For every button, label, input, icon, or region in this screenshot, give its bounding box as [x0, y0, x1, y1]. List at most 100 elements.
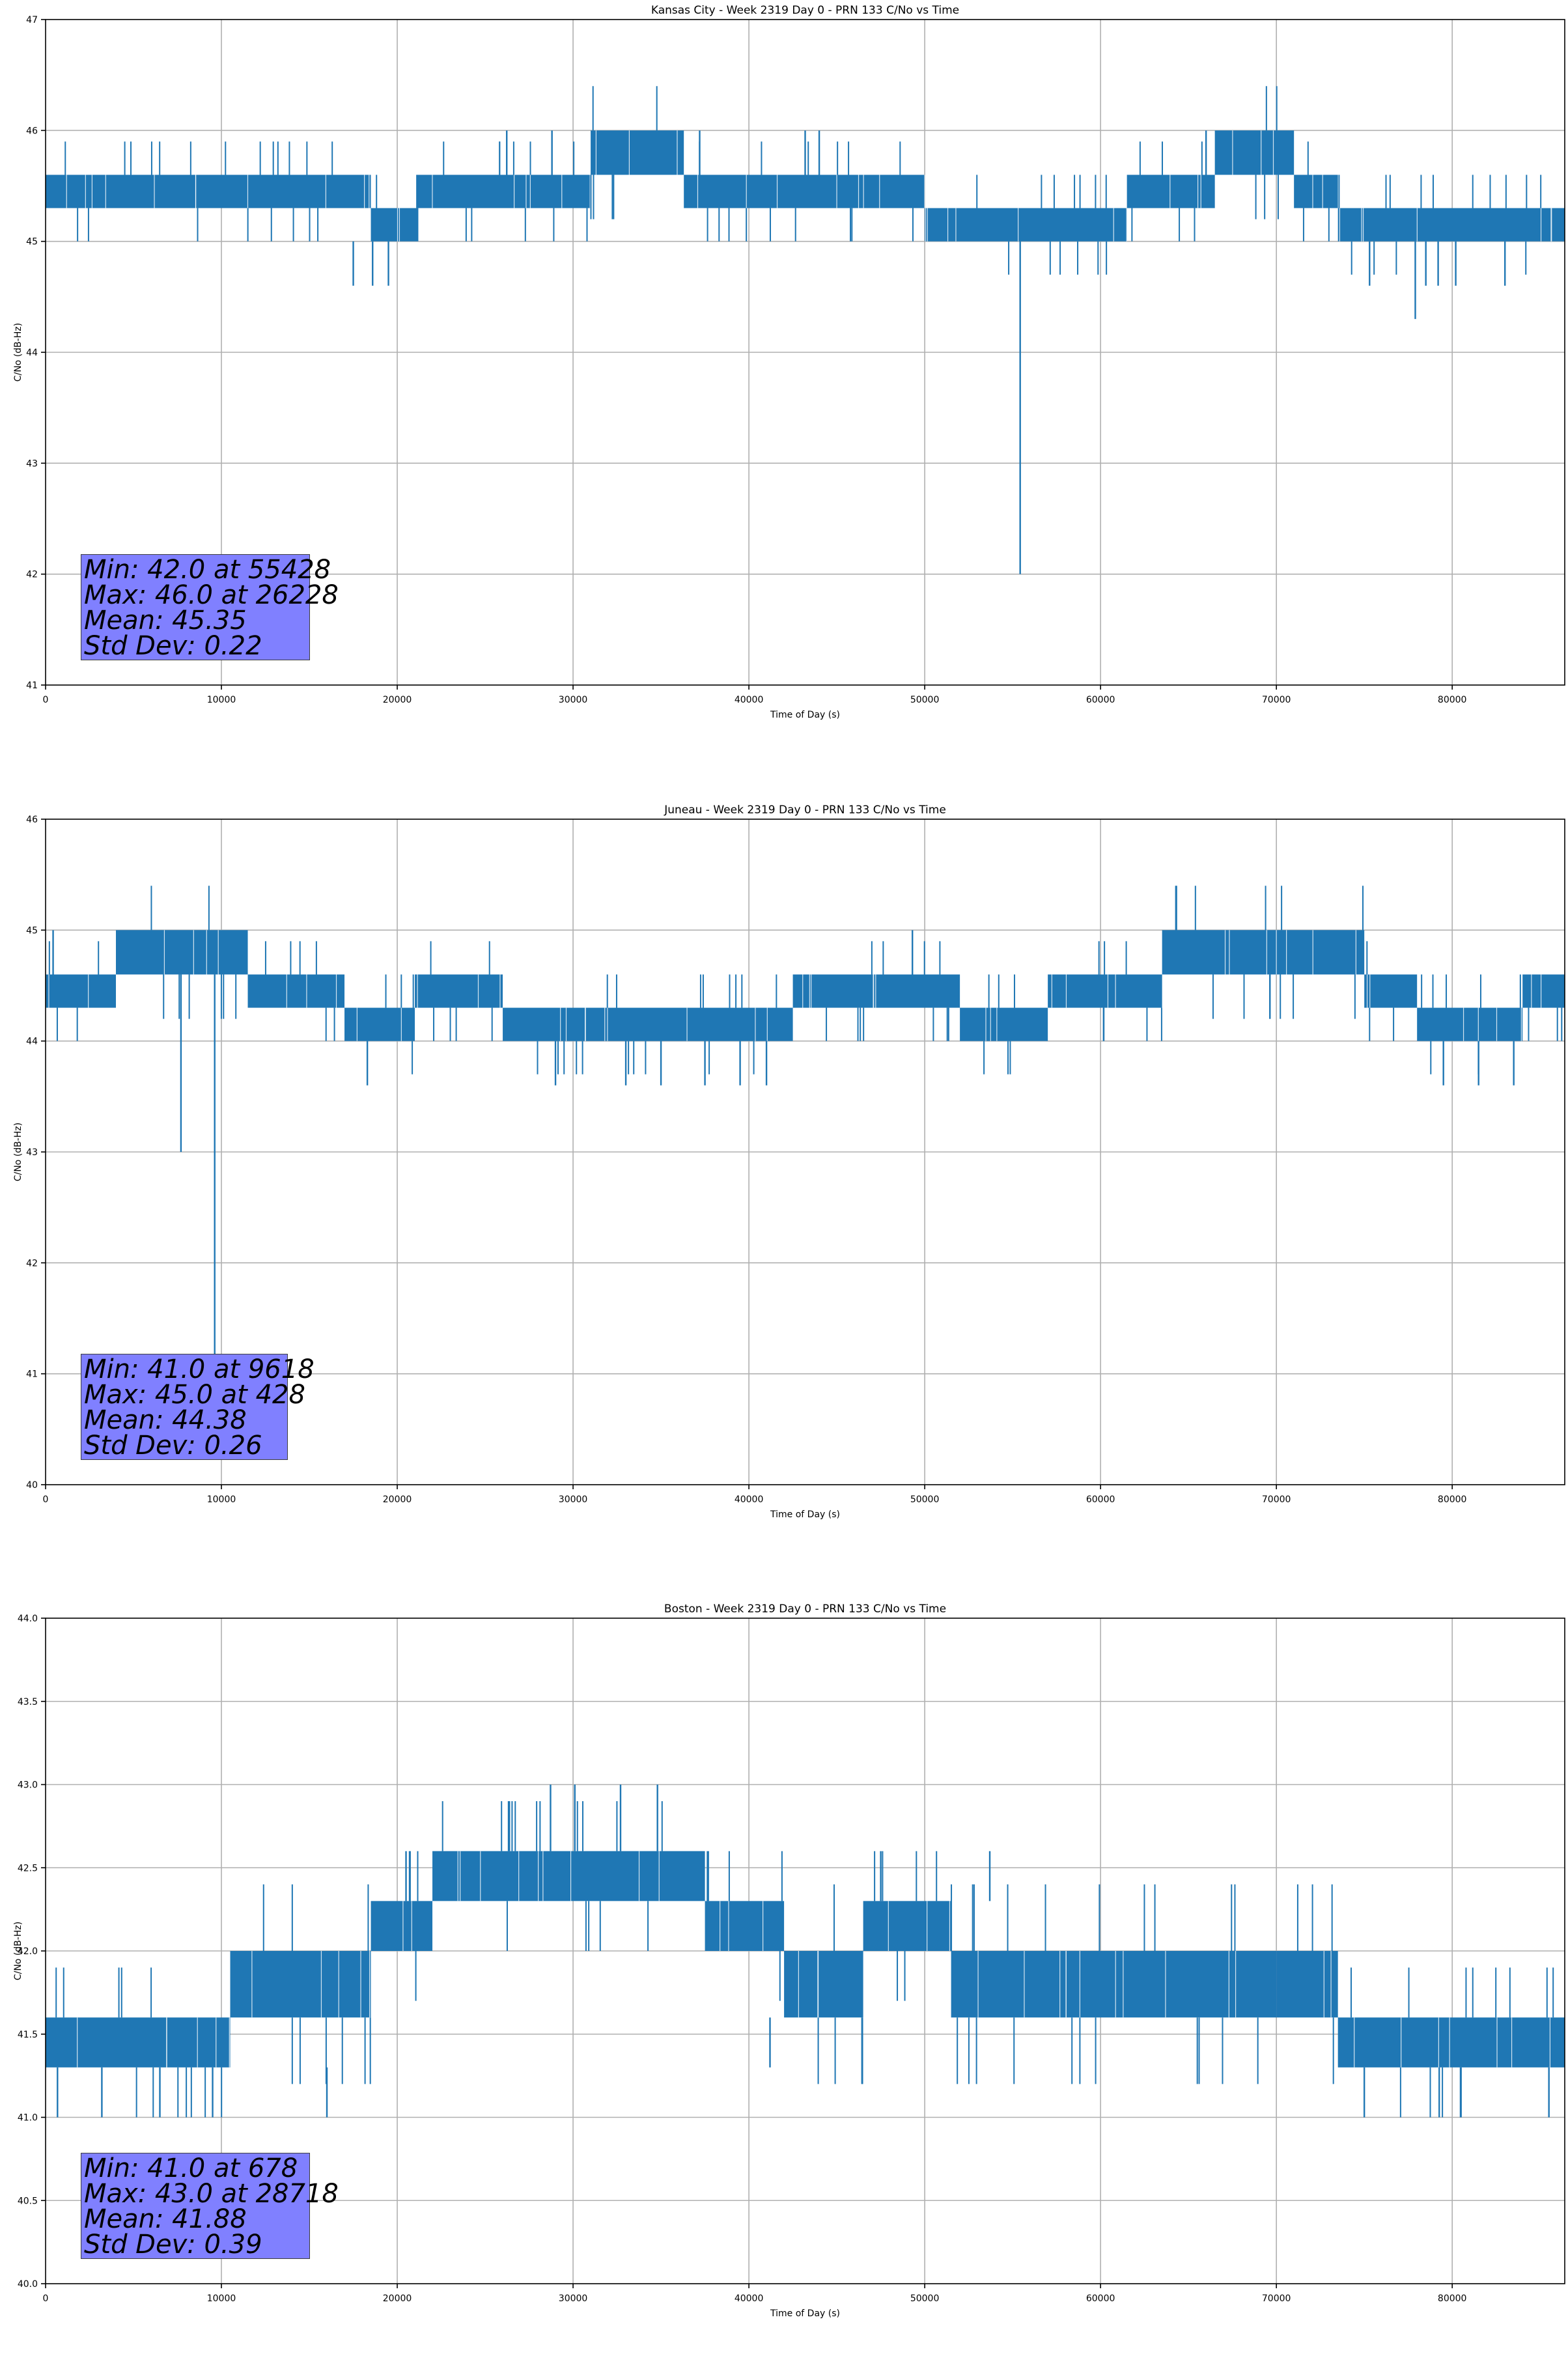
stat-std-dev: Std Dev: 0.22: [84, 631, 262, 661]
y-tick-label: 44.0: [18, 1614, 38, 1624]
stat-mean: Mean: 44.38: [84, 1405, 247, 1435]
x-tick-label: 40000: [735, 2293, 764, 2304]
x-axis-label: Time of Day (s): [770, 2308, 840, 2319]
y-axis-label: C/No (dB-Hz): [13, 1123, 23, 1181]
data-band: [46, 974, 117, 1008]
data-band: [863, 1901, 951, 1951]
data-band: [1127, 175, 1215, 208]
y-tick-label: 40.5: [18, 2196, 38, 2206]
x-axis-label: Time of Day (s): [770, 1509, 840, 1520]
data-band: [1337, 2017, 1565, 2068]
x-tick-label: 30000: [559, 1494, 588, 1505]
y-tick-label: 43: [26, 458, 38, 469]
x-tick-label: 40000: [735, 1494, 764, 1505]
juneau-chart: 0 10000 20000 30000 40000 50000 60000 70000 8000…: [0, 800, 1568, 1570]
y-tick-label: 43.0: [18, 1780, 38, 1791]
stat-min: Min: 42.0 at 55428: [84, 555, 331, 585]
y-tick-label: 41.5: [18, 2030, 38, 2040]
data-band: [1214, 130, 1295, 175]
chart-title: Juneau - Week 2319 Day 0 - PRN 133 C/No …: [664, 804, 946, 817]
data-band: [784, 1951, 863, 2018]
stats-box: Min: 41.0 at 9618 Max: 45.0 at 428 Mean:…: [81, 1354, 315, 1461]
x-tick-label: 80000: [1438, 1494, 1467, 1505]
x-tick-label: 30000: [559, 695, 588, 705]
x-tick-label: 60000: [1086, 2293, 1115, 2304]
x-tick-label: 10000: [207, 695, 236, 705]
stat-std-dev: Std Dev: 0.39: [84, 2230, 262, 2260]
chart-title: Kansas City - Week 2319 Day 0 - PRN 133 …: [651, 4, 959, 17]
data-band: [116, 930, 248, 975]
data-band: [432, 1851, 705, 1901]
y-tick-label: 40: [26, 1480, 38, 1491]
x-tick-label: 70000: [1262, 1494, 1291, 1505]
data-band: [925, 208, 1127, 242]
y-tick-label: 42.5: [18, 1863, 38, 1873]
y-tick-label: 44: [26, 1037, 38, 1047]
chart-svg: 0 10000 20000 30000 40000 50000 60000 70000 8000…: [13, 804, 1565, 1520]
y-tick-label: 42: [26, 1258, 38, 1269]
chart-title: Boston - Week 2319 Day 0 - PRN 133 C/No …: [664, 1603, 946, 1616]
data-band: [46, 2017, 231, 2068]
data-band: [951, 1951, 1277, 2018]
y-tick-label: 45: [26, 237, 38, 247]
stat-max: Max: 45.0 at 428: [84, 1380, 305, 1410]
stat-std-dev: Std Dev: 0.26: [84, 1431, 262, 1461]
data-band: [247, 974, 345, 1008]
x-tick-label: 30000: [559, 2293, 588, 2304]
data-band: [46, 175, 371, 208]
data-band: [591, 130, 684, 175]
y-tick-label: 41: [26, 680, 38, 691]
y-tick-label: 42.0: [18, 1946, 38, 1957]
x-tick-label: 20000: [383, 695, 412, 705]
data-band: [684, 175, 925, 208]
x-tick-label: 10000: [207, 2293, 236, 2304]
x-tick-label: 60000: [1086, 1494, 1115, 1505]
stat-max: Max: 46.0 at 26228: [84, 580, 339, 610]
data-band: [1337, 208, 1565, 242]
x-tick-label: 10000: [207, 1494, 236, 1505]
x-tick-label: 50000: [910, 2293, 940, 2304]
x-tick-label: 70000: [1262, 2293, 1291, 2304]
data-band: [503, 1007, 793, 1041]
chart-svg: 0 10000 20000 30000 40000 50000 60000 70000 8000…: [13, 4, 1565, 720]
data-band: [418, 175, 591, 208]
x-tick-label: 20000: [383, 2293, 412, 2304]
x-tick-label: 0: [43, 2293, 49, 2304]
stat-min: Min: 41.0 at 678: [84, 2153, 298, 2183]
x-tick-label: 50000: [910, 695, 940, 705]
x-tick-label: 20000: [383, 1494, 412, 1505]
x-tick-label: 70000: [1262, 695, 1291, 705]
y-tick-label: 42: [26, 570, 38, 580]
stat-mean: Mean: 45.35: [84, 606, 247, 636]
x-tick-label: 0: [43, 695, 49, 705]
y-tick-label: 46: [26, 815, 38, 825]
data-band: [960, 1007, 1048, 1041]
data-band: [1162, 930, 1365, 975]
stat-max: Max: 43.0 at 28718: [84, 2179, 339, 2209]
x-tick-label: 0: [43, 1494, 49, 1505]
stat-min: Min: 41.0 at 9618: [84, 1354, 315, 1384]
x-tick-label: 80000: [1438, 695, 1467, 705]
data-band: [1276, 1951, 1338, 2018]
data-band: [1522, 974, 1565, 1008]
x-tick-label: 60000: [1086, 695, 1115, 705]
y-tick-label: 43.5: [18, 1697, 38, 1707]
y-tick-label: 43: [26, 1147, 38, 1158]
x-tick-label: 80000: [1438, 2293, 1467, 2304]
data-band: [1294, 175, 1338, 208]
y-tick-label: 44: [26, 348, 38, 358]
y-axis-label: C/No (dB-Hz): [13, 1922, 23, 1980]
y-tick-label: 47: [26, 15, 38, 25]
data-band: [371, 208, 419, 242]
data-band: [415, 974, 503, 1008]
data-band: [344, 1007, 415, 1041]
y-tick-label: 46: [26, 126, 38, 136]
y-tick-label: 41: [26, 1369, 38, 1380]
y-tick-label: 45: [26, 925, 38, 936]
data-band: [1417, 1007, 1523, 1041]
stats-box: Min: 42.0 at 55428 Max: 46.0 at 26228 Me…: [81, 554, 339, 661]
stat-mean: Mean: 41.88: [84, 2204, 247, 2234]
kansas-city-chart: 0 10000 20000 30000 40000 50000 60000 70000 8000…: [0, 0, 1568, 770]
data-band: [705, 1901, 785, 1951]
x-tick-label: 40000: [735, 695, 764, 705]
